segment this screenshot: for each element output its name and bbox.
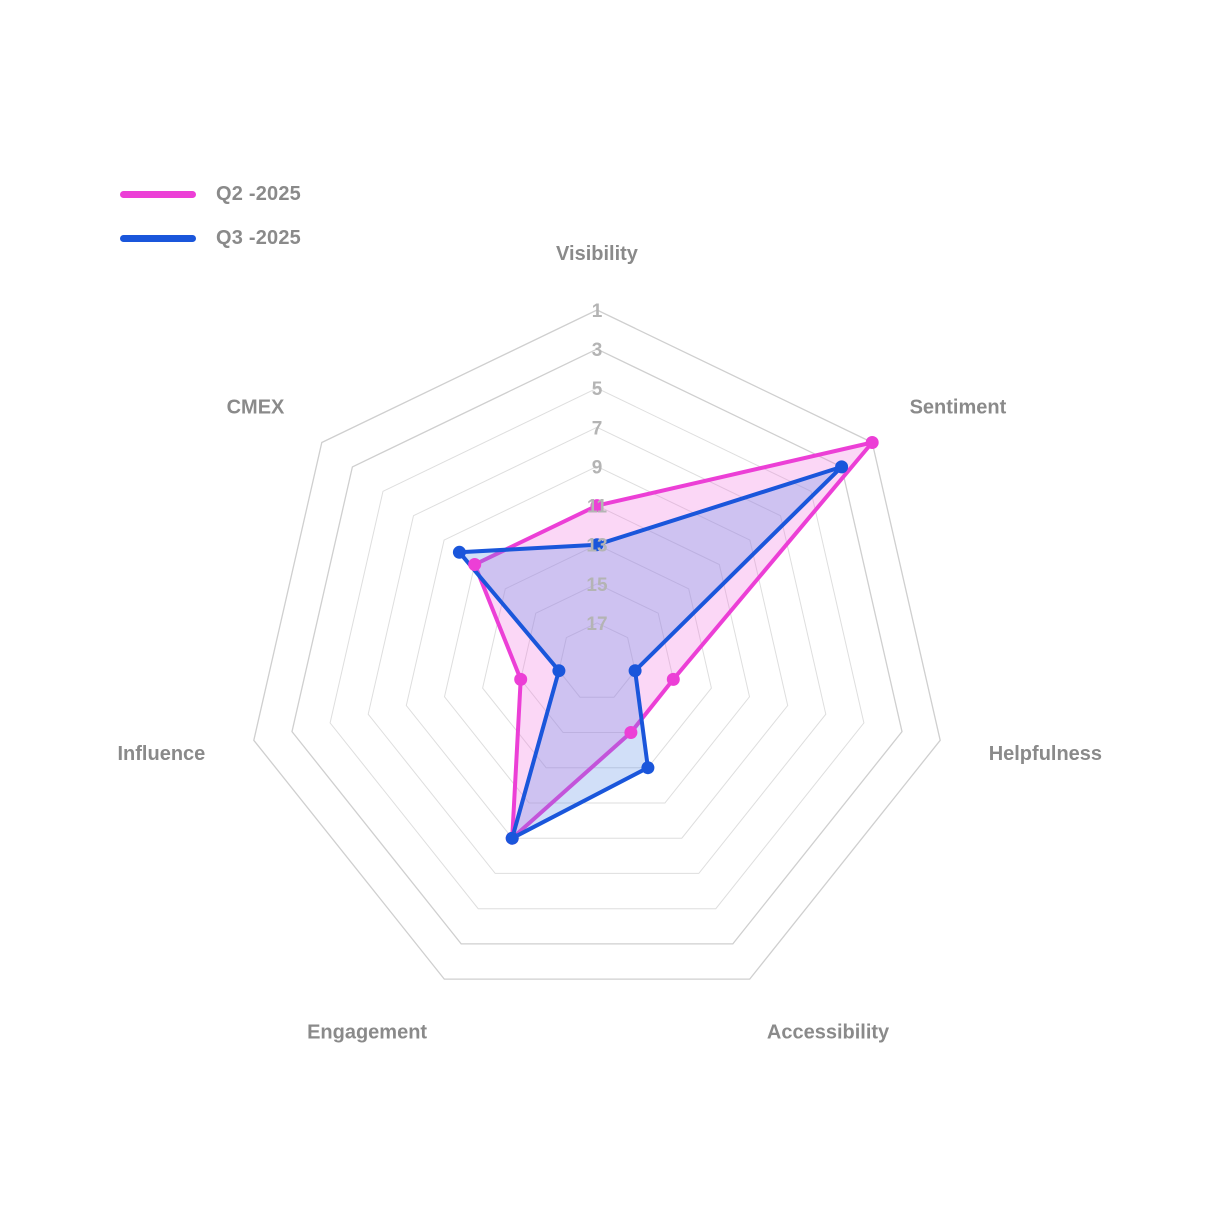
data-point-s2-visibility[interactable] [590, 538, 604, 552]
legend-item-q3[interactable]: Q3 -2025 [120, 216, 301, 260]
tick-label: 1 [592, 301, 603, 322]
tick-label: 11 [587, 497, 608, 518]
series-area-2 [457, 464, 844, 841]
tick-label: 3 [592, 340, 603, 361]
axis-label-engagement: Engagement [307, 1021, 427, 1043]
legend-item-q2[interactable]: Q2 -2025 [120, 172, 301, 216]
radar-grid [253, 309, 941, 980]
legend-swatch-q2 [120, 190, 196, 198]
data-point-s2-accessibility[interactable] [641, 761, 655, 775]
grid-ring [253, 309, 941, 980]
grid-ring [291, 348, 903, 945]
legend-label-q2: Q2 -2025 [216, 182, 301, 205]
tick-label: 5 [592, 379, 603, 400]
grid-ring [558, 622, 636, 698]
series-area-1 [472, 440, 875, 841]
axis-labels: Visibility Sentiment Helpfulness Accessibil… [118, 243, 1103, 1043]
axis-label-influence: Influence [118, 743, 206, 765]
data-point-s2-helpfulness[interactable] [628, 664, 642, 678]
data-point-s1-influence[interactable] [514, 672, 528, 686]
axis-label-visibility: Visibility [556, 243, 639, 265]
data-point-s2-sentiment[interactable] [835, 460, 849, 474]
grid-ring [443, 505, 751, 804]
data-point-s1-accessibility[interactable] [624, 726, 638, 739]
data-point-s1-helpfulness[interactable] [666, 672, 680, 686]
tick-label: 9 [592, 457, 603, 478]
axis-label-cmex: CMEX [227, 396, 285, 418]
data-point-s2-engagement[interactable] [505, 831, 519, 845]
legend: Q2 -2025 Q3 -2025 [120, 172, 301, 260]
data-point-s1-sentiment[interactable] [865, 436, 879, 449]
data-point-s2-cmex[interactable] [452, 545, 466, 559]
grid-ring [520, 583, 674, 733]
axis-label-accessibility: Accessibility [767, 1021, 890, 1043]
axis-label-helpfulness: Helpfulness [989, 743, 1102, 765]
legend-label-q3: Q3 -2025 [216, 226, 301, 249]
data-point-s1-visibility[interactable] [590, 499, 604, 513]
tick-label: 7 [592, 418, 603, 439]
axis-label-sentiment: Sentiment [910, 396, 1007, 418]
tick-label: 15 [586, 575, 608, 596]
legend-swatch-q3 [120, 234, 196, 242]
data-point-s1-cmex[interactable] [468, 558, 482, 571]
tick-label: 13 [586, 536, 607, 557]
grid-ring [367, 426, 827, 874]
grid-ring [405, 465, 789, 839]
grid-ring [329, 387, 865, 910]
radar-series [452, 436, 879, 845]
tick-label: 17 [586, 614, 607, 635]
data-point-s2-influence[interactable] [552, 664, 566, 678]
